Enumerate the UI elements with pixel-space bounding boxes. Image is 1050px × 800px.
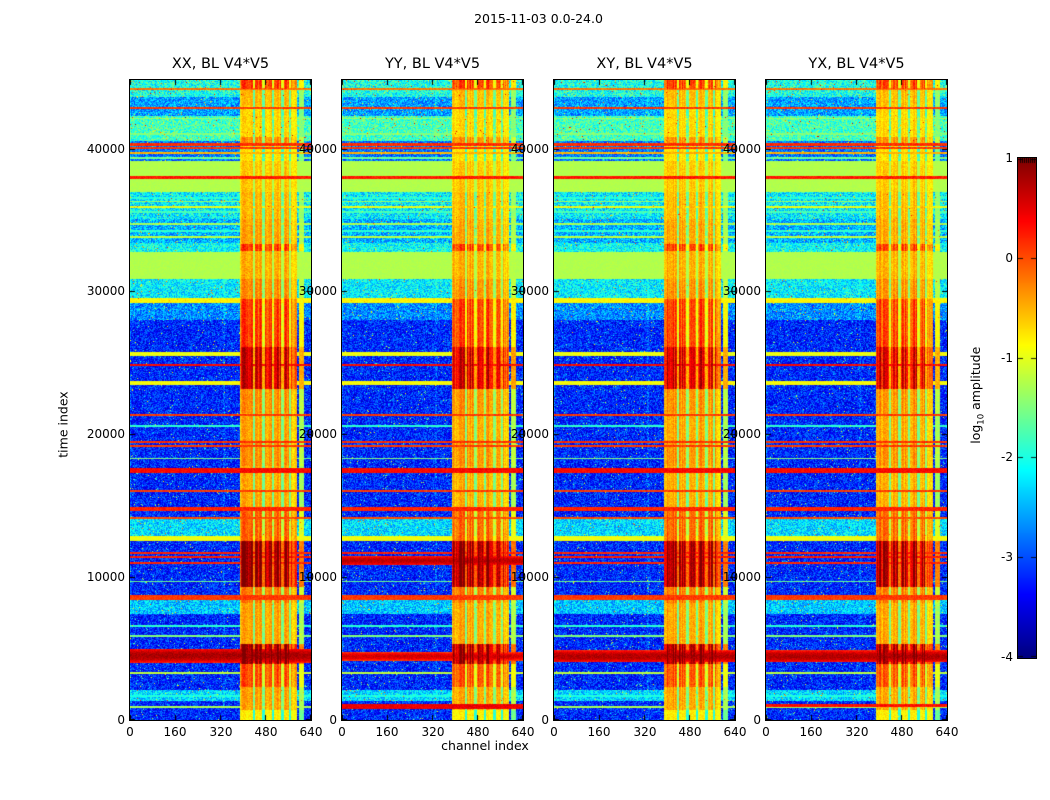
y-tick-label: 10000 xyxy=(722,570,761,584)
x-axis-label: channel index xyxy=(441,738,529,753)
x-tick-label: 640 xyxy=(723,725,747,739)
colorbar-label-main: log xyxy=(967,424,983,444)
x-tick-label: 160 xyxy=(799,725,823,739)
colorbar-tick-label: 0 xyxy=(1005,251,1013,265)
x-tick-label: 480 xyxy=(466,725,490,739)
x-tick-label: 320 xyxy=(633,725,657,739)
x-tick-label: 480 xyxy=(678,725,702,739)
y-tick-label: 20000 xyxy=(298,427,337,441)
colorbar: 1 0 -1 -2 -3 -4 xyxy=(1001,151,1037,664)
panel-title-yy: YY, BL V4*V5 xyxy=(384,56,481,72)
x-tick-label: 160 xyxy=(587,725,611,739)
heatmap-canvas-yx xyxy=(765,79,948,721)
y-tick-label: 40000 xyxy=(86,142,125,156)
heatmap-panel-yx: YX, BL V4*V5 0 10000 20000 30000 40000 0 160 32… xyxy=(723,56,959,739)
y-tick-label: 10000 xyxy=(510,570,549,584)
colorbar-tick-label: -2 xyxy=(1001,450,1013,464)
y-tick-label: 20000 xyxy=(722,427,761,441)
x-tick-label: 640 xyxy=(935,725,959,739)
colorbar-label-rest: amplitude xyxy=(967,346,983,414)
heatmap-panel-xy: XY, BL V4*V5 0 10000 20000 30000 40000 0 160 32… xyxy=(511,56,747,739)
y-tick-label: 30000 xyxy=(86,284,125,298)
y-tick-label: 30000 xyxy=(298,284,337,298)
panel-title-yx: YX, BL V4*V5 xyxy=(808,56,905,72)
colorbar-label-sub: 10 xyxy=(976,413,987,425)
y-tick-label: 20000 xyxy=(510,427,549,441)
heatmap-panel-yy: YY, BL V4*V5 0 10000 20000 30000 40000 0 160 32… xyxy=(299,56,535,739)
y-tick-label: 20000 xyxy=(86,427,125,441)
heatmap-canvas-yy xyxy=(341,79,524,721)
colorbar-label: log10 amplitude xyxy=(968,337,987,453)
x-tick-label: 640 xyxy=(511,725,535,739)
panel-title-xx: XX, BL V4*V5 xyxy=(171,56,270,72)
y-tick-label: 0 xyxy=(117,713,125,727)
colorbar-tick-label: 1 xyxy=(1005,151,1013,165)
y-tick-label: 0 xyxy=(329,713,337,727)
x-tick-label: 160 xyxy=(163,725,187,739)
y-tick-label: 30000 xyxy=(510,284,549,298)
figure-title: 2015-11-03 0.0-24.0 xyxy=(474,11,603,26)
x-tick-label: 0 xyxy=(126,725,134,739)
x-tick-label: 320 xyxy=(421,725,445,739)
heatmap-panel-xx: XX, BL V4*V5 0 10000 20000 30000 40000 0 160 32… xyxy=(87,56,323,739)
y-tick-label: 40000 xyxy=(510,142,549,156)
colorbar-tick-label: -4 xyxy=(1001,650,1013,664)
x-tick-label: 160 xyxy=(375,725,399,739)
x-tick-label: 0 xyxy=(550,725,558,739)
colorbar-tick-label: -1 xyxy=(1001,351,1013,365)
y-tick-label: 30000 xyxy=(722,284,761,298)
y-axis-label: time index xyxy=(55,391,71,458)
panel-title-xy: XY, BL V4*V5 xyxy=(596,56,693,72)
x-tick-label: 0 xyxy=(338,725,346,739)
y-tick-label: 0 xyxy=(541,713,549,727)
x-tick-label: 0 xyxy=(762,725,770,739)
colorbar-canvas xyxy=(1017,157,1037,659)
x-tick-label: 640 xyxy=(299,725,323,739)
x-tick-label: 320 xyxy=(845,725,869,739)
heatmap-canvas-xx xyxy=(129,79,312,721)
x-tick-label: 480 xyxy=(890,725,914,739)
y-tick-label: 40000 xyxy=(298,142,337,156)
colorbar-tick-label: -3 xyxy=(1001,550,1013,564)
y-tick-label: 40000 xyxy=(722,142,761,156)
y-tick-label: 0 xyxy=(753,713,761,727)
x-tick-label: 480 xyxy=(254,725,278,739)
x-tick-label: 320 xyxy=(209,725,233,739)
y-tick-label: 10000 xyxy=(298,570,337,584)
heatmap-canvas-xy xyxy=(553,79,736,721)
y-tick-label: 10000 xyxy=(86,570,125,584)
